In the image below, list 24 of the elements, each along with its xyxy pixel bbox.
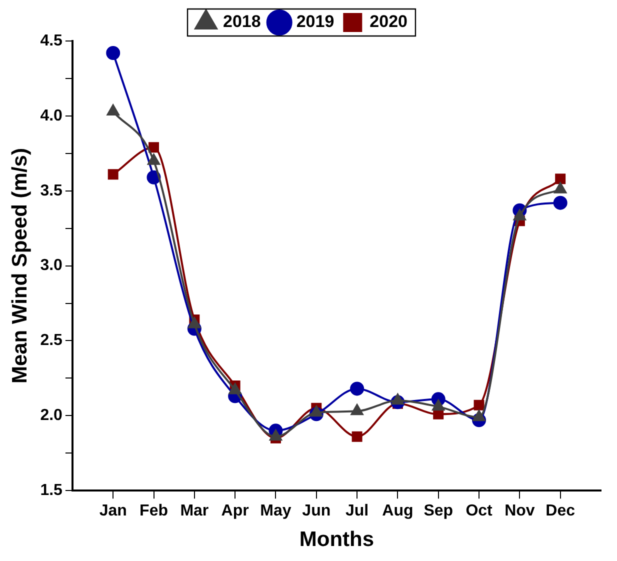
y-tick-label: 1.5 <box>40 482 63 500</box>
y-axis-title: Mean Wind Speed (m/s) <box>8 148 32 384</box>
x-tick-label: Jul <box>345 502 369 520</box>
x-tick-label: Mar <box>180 502 209 520</box>
y-tick-label: 2.5 <box>40 332 63 350</box>
x-tick-label: Oct <box>466 502 494 520</box>
x-tick-label: Aug <box>382 502 414 520</box>
legend-label: 2018 <box>223 12 261 32</box>
y-tick-label: 2.0 <box>40 407 63 424</box>
y-tick-label: 3.0 <box>40 257 63 274</box>
x-tick-label: Sep <box>424 502 454 520</box>
x-tick-label: Jan <box>99 502 127 520</box>
y-tick-label: 3.5 <box>40 182 63 200</box>
x-tick-label: May <box>260 502 292 520</box>
x-tick-label: Jun <box>302 502 331 520</box>
x-tick-label: Feb <box>140 502 168 520</box>
x-axis-title: Months <box>299 528 374 552</box>
legend-label: 2019 <box>296 12 334 32</box>
y-tick-label: 4.5 <box>40 32 63 50</box>
x-tick-label: Dec <box>546 502 576 520</box>
x-tick-label: Nov <box>504 502 535 520</box>
legend-label: 2020 <box>370 12 408 32</box>
x-tick-label: Apr <box>221 502 249 520</box>
y-tick-label: 4.0 <box>40 107 63 124</box>
